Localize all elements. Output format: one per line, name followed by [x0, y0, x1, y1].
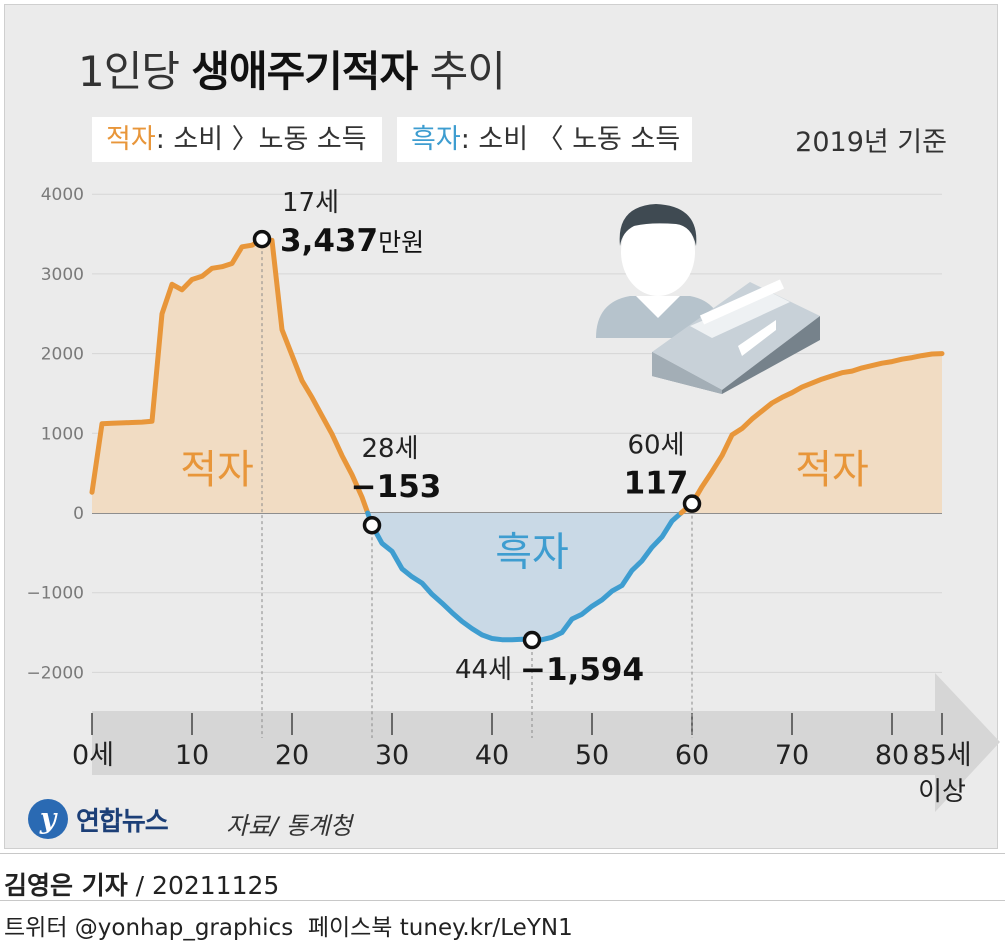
- x-tick-label: 20: [275, 740, 309, 771]
- annotation-unit: 만원: [378, 228, 424, 257]
- legend-deficit-term: 적자: [106, 124, 156, 155]
- annotation-marker: [522, 630, 542, 650]
- legend-surplus-term: 흑자: [411, 124, 461, 155]
- y-tick-label: 4000: [41, 185, 84, 205]
- annotation-guides: [261, 239, 693, 738]
- annotation-value-label: 3,437만원: [280, 223, 424, 259]
- reporter-name: 김영은 기자: [4, 871, 128, 900]
- annotation-marker: [252, 229, 272, 249]
- x-tick-label: 0세: [72, 740, 114, 771]
- annotation-markers: [252, 229, 702, 650]
- area-deficit-2: [681, 353, 942, 513]
- footer-divider: [0, 853, 1005, 854]
- area-fills: [92, 239, 942, 640]
- x-tick-label: 50: [575, 740, 609, 771]
- annotation-marker: [362, 515, 382, 535]
- x-tick-sublabel: 이상: [918, 777, 966, 807]
- social-links: 트위터 @yonhap_graphics 페이스북 tuney.kr/LeYN1: [4, 908, 573, 942]
- x-axis-band: [92, 673, 1000, 812]
- region-label-surplus: 흑자: [495, 529, 569, 575]
- annotation-marker: [682, 494, 702, 513]
- source-note: 자료/ 통계청: [226, 812, 353, 840]
- title-bold: 생애주기적자: [191, 47, 418, 96]
- y-tick-label: 2000: [41, 345, 84, 365]
- y-axis-ticks: 4000 3000 2000 1000 0 −1000 −2000: [26, 185, 84, 683]
- legend-deficit: 적자: 소비 〉노동 소득: [92, 117, 382, 162]
- yonhap-logo: y 연합뉴스: [28, 795, 169, 843]
- credit-line: 김영은 기자 / 20211125: [4, 866, 279, 902]
- facebook-label: 페이스북: [307, 915, 393, 941]
- y-tick-label: 0: [73, 504, 84, 524]
- x-tick-label: 70: [775, 740, 809, 771]
- publish-date: / 20211125: [127, 871, 280, 900]
- annotation-value-label: 117: [624, 466, 689, 502]
- legend-surplus: 흑자: 소비 〈 노동 소득: [397, 117, 692, 162]
- page-title: 1인당 생애주기적자 추이: [78, 38, 506, 99]
- series-line-deficit-2: [678, 351, 945, 516]
- legend-deficit-desc: : 소비 〉노동 소득: [155, 124, 367, 155]
- twitter-handle[interactable]: @yonhap_graphics: [74, 915, 294, 941]
- y-tick-label: −2000: [26, 663, 84, 683]
- annotation-age-label: 60세: [627, 431, 684, 461]
- basis-note: 2019년 기준: [795, 127, 947, 158]
- facebook-url[interactable]: tuney.kr/LeYN1: [399, 915, 573, 941]
- person-head-icon: [621, 208, 695, 296]
- yonhap-logo-text: 연합뉴스: [76, 806, 169, 837]
- annotation-age-label: 44세: [455, 655, 512, 685]
- region-label-deficit: 적자: [180, 447, 254, 493]
- title-prefix: 1인당: [78, 47, 180, 96]
- x-tick-label: 85세: [912, 740, 971, 771]
- area-deficit-0: [92, 239, 368, 513]
- legend-surplus-desc: : 소비 〈 노동 소득: [460, 124, 681, 155]
- series-lines: [89, 236, 945, 643]
- twitter-label: 트위터: [4, 915, 68, 941]
- yonhap-logo-icon: y: [28, 799, 68, 839]
- annotation-age-label: 28세: [361, 434, 418, 464]
- person-money-illustration: [596, 204, 820, 394]
- area-surplus-1: [367, 513, 682, 640]
- series-line-surplus-1: [365, 510, 684, 643]
- money-stack-icon: [652, 282, 820, 390]
- person-hair-icon: [619, 204, 697, 246]
- annotation-value-label: −153: [351, 469, 442, 505]
- x-axis-arrow-band: [92, 673, 1000, 812]
- series-line-deficit-0: [89, 236, 371, 516]
- annotation-age-label: 17세: [282, 188, 339, 218]
- x-tick-label: 10: [175, 740, 209, 771]
- footer-divider-2: [0, 900, 1005, 901]
- title-suffix: 추이: [429, 47, 506, 96]
- y-tick-label: 3000: [41, 265, 84, 285]
- region-label-deficit: 적자: [795, 447, 869, 493]
- annotation-value-label: −1,594: [520, 652, 644, 688]
- y-tick-label: 1000: [41, 424, 84, 444]
- x-tick-label: 80: [875, 740, 909, 771]
- annotation-labels: 17세 3,437만원 28세 −153 44세 −1,594 60세 117: [280, 188, 688, 688]
- x-tick-label: 40: [475, 740, 509, 771]
- x-tick-label: 60: [675, 740, 709, 771]
- x-tick-label: 30: [375, 740, 409, 771]
- y-tick-label: −1000: [26, 584, 84, 604]
